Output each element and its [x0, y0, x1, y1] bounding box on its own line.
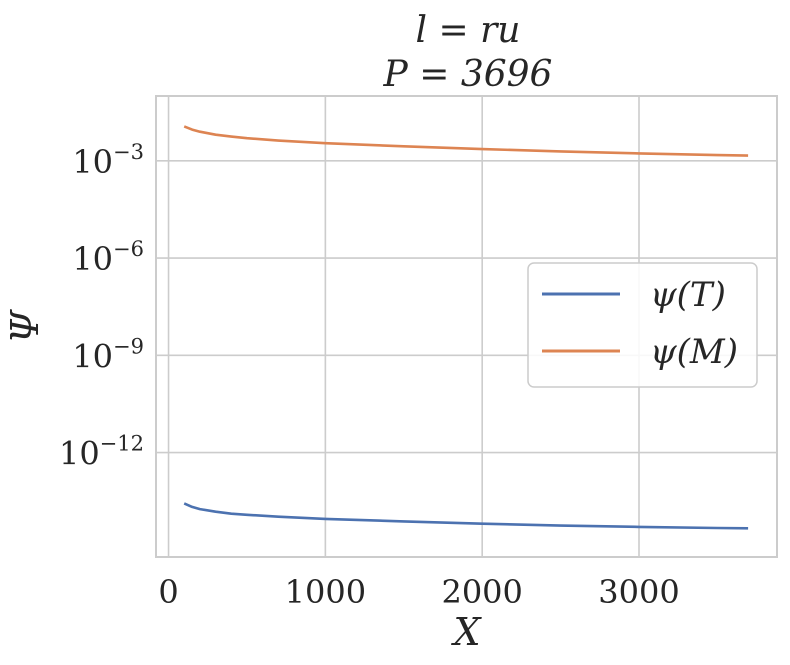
x-tick-label: 1000	[285, 573, 366, 611]
series-line-0	[183, 502, 749, 530]
y-tick-label: 10−12	[59, 432, 144, 473]
x-tick-label: 0	[158, 573, 178, 611]
series-line-1	[183, 125, 749, 157]
plot-frame	[155, 95, 778, 558]
x-tick-labels: 0 1000 2000 3000	[158, 573, 679, 611]
legend-label-psi-t: ψ(T)	[650, 275, 726, 315]
series-lines	[183, 125, 749, 530]
legend-label-psi-m: ψ(M)	[650, 332, 738, 372]
y-tick-label: 10−9	[72, 334, 144, 375]
chart-title: l = ru	[416, 10, 521, 51]
y-tick-label: 10−6	[72, 237, 144, 278]
x-tick-label: 2000	[441, 573, 522, 611]
grid-lines	[156, 96, 777, 557]
y-tick-labels: 10−3 10−6 10−9 10−12	[59, 140, 144, 473]
x-tick-label: 3000	[598, 573, 679, 611]
y-axis-label: Ψ	[3, 309, 47, 344]
chart-subtitle: P = 3696	[383, 54, 553, 95]
x-axis-label: X	[450, 610, 482, 654]
legend: ψ(T) ψ(M)	[527, 262, 758, 388]
y-tick-label: 10−3	[72, 140, 144, 181]
